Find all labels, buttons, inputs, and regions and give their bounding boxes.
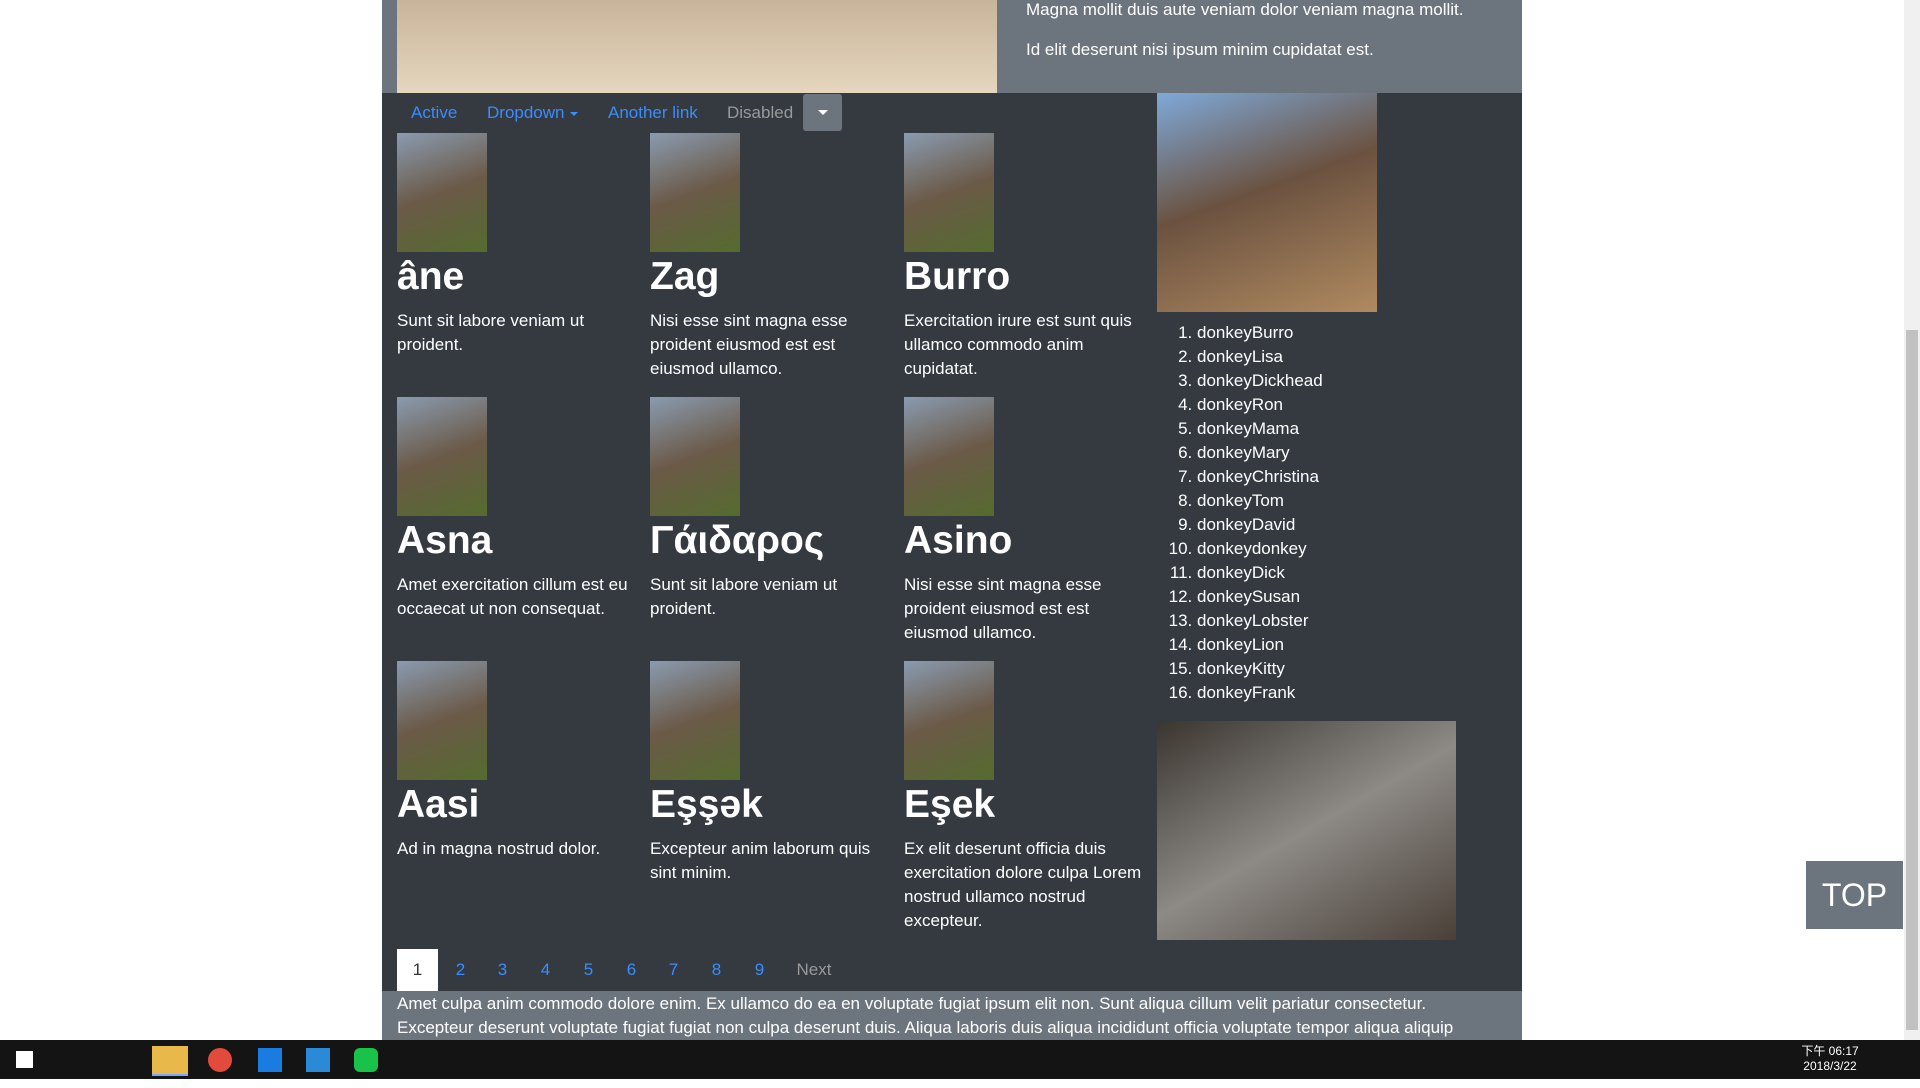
list-item: donkeyRon xyxy=(1197,393,1323,417)
card-title: Zag xyxy=(650,255,720,298)
page-link[interactable]: 3 xyxy=(497,960,508,979)
card-image xyxy=(397,397,487,516)
list-item: donkeyChristina xyxy=(1197,465,1323,489)
card-image xyxy=(650,397,740,516)
clock: 下午 06:17 2018/3/22 xyxy=(1790,1042,1870,1073)
card-text: Nisi esse sint magna esse proident eiusm… xyxy=(650,311,848,378)
page-link[interactable]: Next xyxy=(796,960,832,979)
list-item: donkeyDick xyxy=(1197,561,1323,585)
card-title: Eşek xyxy=(904,783,996,826)
card-title: Asino xyxy=(904,519,1013,562)
dropdown-button[interactable] xyxy=(803,94,842,131)
app-icon[interactable] xyxy=(354,1048,378,1072)
donkey-image xyxy=(1157,721,1456,940)
nav-link[interactable]: Another link xyxy=(608,103,698,122)
nav-link[interactable]: Active xyxy=(411,103,458,122)
card-text: Amet exercitation cillum est eu occaecat… xyxy=(397,575,628,618)
card-text: Sunt sit labore veniam ut proident. xyxy=(650,575,838,618)
nav-link[interactable]: Dropdown xyxy=(487,103,578,123)
page-link[interactable]: 6 xyxy=(626,960,637,979)
list-item: donkeyMary xyxy=(1197,441,1323,465)
list-item: donkeydonkey xyxy=(1197,537,1323,561)
start-icon[interactable] xyxy=(16,1051,33,1068)
app-icon[interactable] xyxy=(152,1046,188,1076)
top-button[interactable]: TOP xyxy=(1806,861,1903,929)
list-item: donkeyFrank xyxy=(1197,681,1323,705)
page-link[interactable]: 5 xyxy=(583,960,594,979)
donkey-image xyxy=(1157,93,1377,312)
card-title: Asna xyxy=(397,519,493,562)
card-title: âne xyxy=(397,255,465,298)
donkey-list: donkeyBurrodonkeyLisadonkeyDickheaddonke… xyxy=(1157,321,1323,705)
list-item: donkeyLion xyxy=(1197,633,1323,657)
card-text: Sunt sit labore veniam ut proident. xyxy=(397,311,585,354)
app-icon[interactable] xyxy=(306,1048,330,1072)
hero-image xyxy=(397,0,997,93)
card-title: Γάιδαρος xyxy=(650,519,825,562)
card-image xyxy=(904,397,994,516)
card-title: Aasi xyxy=(397,783,480,826)
list-item: donkeySusan xyxy=(1197,585,1323,609)
hero-text: Id elit deserunt nisi ipsum minim cupida… xyxy=(1026,40,1374,59)
page-link[interactable]: 7 xyxy=(668,960,679,979)
page-link[interactable]: 9 xyxy=(754,960,765,979)
card-title: Burro xyxy=(904,255,1011,298)
caret xyxy=(569,111,578,116)
page-link[interactable]: 8 xyxy=(711,960,722,979)
page-link[interactable]: 1 xyxy=(397,949,438,991)
page-link[interactable]: 4 xyxy=(540,960,551,979)
card-text: Excepteur anim laborum quis sint minim. xyxy=(650,839,871,882)
list-item: donkeyDickhead xyxy=(1197,369,1323,393)
scrollbar xyxy=(1904,0,1920,1040)
app-icon[interactable] xyxy=(258,1048,282,1072)
card-image xyxy=(397,661,487,780)
card-image xyxy=(904,133,994,252)
nav-link: Disabled xyxy=(727,103,794,122)
page-link[interactable]: 2 xyxy=(455,960,466,979)
list-item: donkeyLobster xyxy=(1197,609,1323,633)
card-image xyxy=(904,661,994,780)
list-item: donkeyLisa xyxy=(1197,345,1323,369)
card-text: Nisi esse sint magna esse proident eiusm… xyxy=(904,575,1102,642)
card-image xyxy=(650,661,740,780)
time: 下午 06:17 xyxy=(1801,1044,1859,1058)
date: 2018/3/22 xyxy=(1803,1059,1857,1073)
list-item: donkeyMama xyxy=(1197,417,1323,441)
card-title: Eşşək xyxy=(650,783,763,826)
app-icon[interactable] xyxy=(208,1048,232,1072)
card-text: Ex elit deserunt officia duis exercitati… xyxy=(904,839,1142,930)
list-item: donkeyDavid xyxy=(1197,513,1323,537)
card-text: Ad in magna nostrud dolor. xyxy=(397,839,601,858)
card-image xyxy=(650,133,740,252)
list-item: donkeyKitty xyxy=(1197,657,1323,681)
list-item: donkeyTom xyxy=(1197,489,1323,513)
card-text: Exercitation irure est sunt quis ullamco… xyxy=(904,311,1132,378)
list-item: donkeyBurro xyxy=(1197,321,1323,345)
card-image xyxy=(397,133,487,252)
hero-text: Magna mollit duis aute veniam dolor veni… xyxy=(1026,0,1464,19)
taskbar: 下午 06:17 2018/3/22 xyxy=(0,1040,1920,1079)
